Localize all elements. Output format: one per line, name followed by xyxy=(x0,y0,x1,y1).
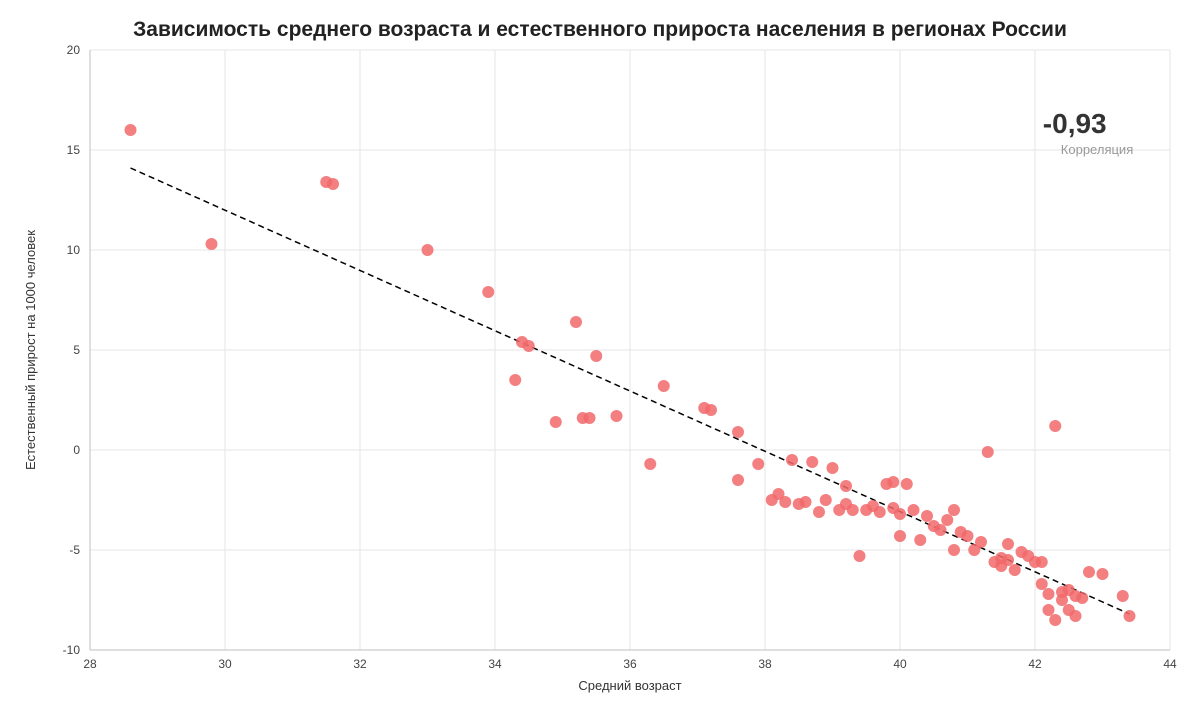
svg-text:15: 15 xyxy=(67,143,81,157)
svg-text:Естественный прирост на 1000 ч: Естественный прирост на 1000 человек xyxy=(23,230,38,470)
svg-text:42: 42 xyxy=(1028,657,1042,671)
scatter-plot-svg: 28 30 32 34 36 38 40 42 44 -10 -5 0 5 10 15 20 Средний в… xyxy=(0,0,1200,712)
svg-text:Средний возраст: Средний возраст xyxy=(578,678,681,693)
svg-text:30: 30 xyxy=(218,657,232,671)
svg-text:20: 20 xyxy=(67,43,81,57)
svg-text:34: 34 xyxy=(488,657,502,671)
svg-text:10: 10 xyxy=(67,243,81,257)
svg-text:5: 5 xyxy=(73,343,80,357)
svg-text:38: 38 xyxy=(758,657,772,671)
svg-text:40: 40 xyxy=(893,657,907,671)
chart-title: Зависимость среднего возраста и естестве… xyxy=(0,18,1200,42)
svg-text:28: 28 xyxy=(83,657,97,671)
svg-text:36: 36 xyxy=(623,657,637,671)
correlation-value: -0,93 xyxy=(1043,108,1107,140)
correlation-label: Корреляция xyxy=(1061,142,1133,157)
chart-container: Зависимость среднего возраста и естестве… xyxy=(0,0,1200,712)
svg-text:0: 0 xyxy=(73,443,80,457)
svg-text:-5: -5 xyxy=(69,543,80,557)
svg-text:32: 32 xyxy=(353,657,367,671)
svg-text:44: 44 xyxy=(1163,657,1177,671)
svg-text:-10: -10 xyxy=(63,643,81,657)
